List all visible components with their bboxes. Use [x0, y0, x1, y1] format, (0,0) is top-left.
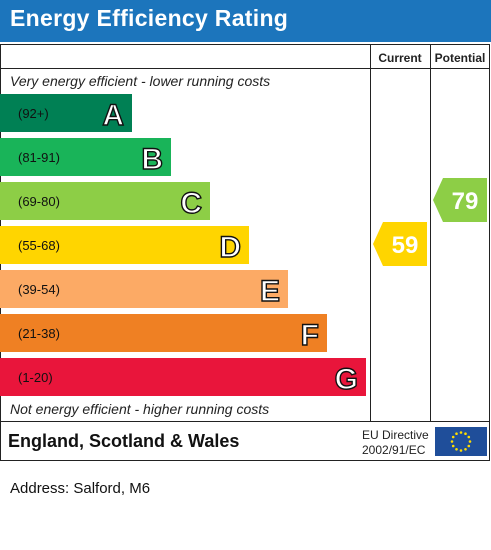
- eu-star: [455, 432, 458, 436]
- title-bar: Energy Efficiency Rating: [0, 0, 491, 42]
- band-letter-c: C: [180, 187, 202, 220]
- band-range-f: (21-38): [18, 326, 60, 341]
- band-range-b: (81-91): [18, 150, 60, 165]
- current-rating-arrow: [373, 222, 427, 266]
- header-potential: Potential: [435, 51, 486, 65]
- bottom-note: Not energy efficient - higher running co…: [10, 401, 269, 417]
- band-bar-d: [0, 226, 249, 264]
- band-range-g: (1-20): [18, 370, 53, 385]
- eu-star: [467, 444, 471, 448]
- band-bar-c: [0, 182, 210, 220]
- eu-star: [464, 447, 467, 451]
- page-title: Energy Efficiency Rating: [10, 5, 289, 31]
- band-letter-d: D: [219, 231, 241, 264]
- potential-rating-value: 79: [452, 188, 479, 215]
- eu-star: [451, 435, 455, 439]
- eu-star: [450, 440, 454, 443]
- band-range-c: (69-80): [18, 194, 60, 209]
- directive-line2: 2002/91/EC: [362, 443, 426, 457]
- band-range-d: (55-68): [18, 238, 60, 253]
- band-bar-a: [0, 94, 132, 132]
- band-bar-f: [0, 314, 327, 352]
- eu-star: [467, 435, 471, 439]
- band-bar-b: [0, 138, 171, 176]
- band-letter-g: G: [335, 363, 358, 396]
- rating-bands: (92+) A (81-91) B (69-80) C (55-68) D (39-54) E (2…: [0, 94, 366, 397]
- eu-star: [464, 432, 467, 436]
- eu-star: [459, 431, 463, 434]
- eu-star: [451, 444, 455, 448]
- eu-star: [459, 449, 463, 452]
- eu-star: [455, 447, 458, 451]
- epc-chart: Current Potential Very energy efficient …: [0, 44, 490, 461]
- footer-region: England, Scotland & Wales: [8, 431, 239, 451]
- band-bar-e: [0, 270, 288, 308]
- eu-flag-icon: [435, 427, 487, 456]
- band-letter-f: F: [301, 319, 319, 352]
- band-range-e: (39-54): [18, 282, 60, 297]
- potential-rating-arrow: [433, 178, 487, 222]
- rating-indicators: 59 79: [373, 178, 487, 266]
- eu-star: [468, 440, 472, 443]
- header-current: Current: [378, 51, 421, 65]
- band-letter-a: A: [102, 99, 124, 132]
- directive-line1: EU Directive: [362, 428, 429, 442]
- band-bar-g: [0, 358, 366, 396]
- top-note: Very energy efficient - lower running co…: [10, 73, 270, 89]
- address: Address: Salford, M6: [10, 480, 151, 497]
- band-letter-b: B: [141, 143, 163, 176]
- band-range-a: (92+): [18, 106, 49, 121]
- band-letter-e: E: [260, 275, 280, 308]
- current-rating-value: 59: [392, 232, 419, 259]
